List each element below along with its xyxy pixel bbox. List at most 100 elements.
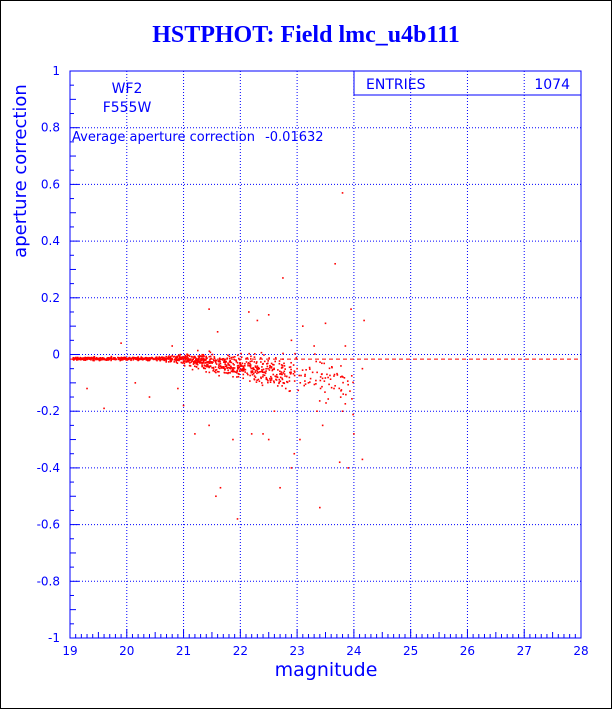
data-point xyxy=(277,369,279,371)
data-point xyxy=(271,369,274,372)
data-point xyxy=(177,387,179,390)
data-point xyxy=(170,355,172,358)
average-label-text: Average aperture correction xyxy=(72,130,255,145)
data-point xyxy=(240,364,243,366)
data-point xyxy=(280,364,283,366)
grid-lines xyxy=(70,71,581,638)
data-point xyxy=(213,357,216,360)
data-point xyxy=(92,357,95,360)
data-point xyxy=(279,380,282,383)
data-point xyxy=(316,371,318,374)
data-point xyxy=(271,368,274,371)
data-point xyxy=(123,356,126,359)
data-point xyxy=(194,433,196,435)
data-point xyxy=(218,370,220,373)
data-point xyxy=(178,359,180,362)
data-point xyxy=(235,359,237,361)
data-point xyxy=(344,345,347,347)
data-point xyxy=(136,358,139,361)
data-point xyxy=(208,350,211,353)
x-tick-label: 20 xyxy=(119,644,134,658)
data-point xyxy=(211,353,214,356)
data-point xyxy=(252,367,255,369)
data-point xyxy=(97,357,100,360)
data-point xyxy=(210,361,213,363)
data-point xyxy=(230,365,232,368)
data-point xyxy=(321,424,324,427)
data-point xyxy=(282,358,284,360)
data-point xyxy=(186,353,188,356)
x-tick-labels: 19 20 21 22 23 24 25 26 27 28 xyxy=(62,644,588,658)
data-point xyxy=(202,353,205,356)
data-point xyxy=(263,354,265,356)
data-point xyxy=(294,352,296,355)
data-point xyxy=(308,381,311,383)
data-point xyxy=(264,372,267,374)
data-point xyxy=(117,356,119,359)
data-point xyxy=(289,371,291,374)
y-tick-label: 0.6 xyxy=(41,177,60,191)
data-point xyxy=(324,391,326,393)
data-point xyxy=(75,358,77,360)
data-point xyxy=(224,363,227,366)
data-point xyxy=(273,367,275,370)
data-point xyxy=(202,362,205,364)
data-point xyxy=(314,353,316,355)
data-point xyxy=(191,368,194,371)
data-point xyxy=(305,369,307,371)
data-point xyxy=(340,365,342,367)
data-point xyxy=(250,433,253,435)
data-point xyxy=(185,360,188,362)
data-point xyxy=(197,367,200,370)
data-point xyxy=(80,357,83,360)
data-point xyxy=(278,362,281,365)
data-point xyxy=(281,378,284,381)
data-point xyxy=(205,357,208,360)
data-point xyxy=(254,376,257,379)
data-point xyxy=(240,369,243,372)
data-point xyxy=(267,360,269,362)
data-point xyxy=(228,360,231,363)
data-point xyxy=(219,486,222,489)
data-point xyxy=(72,357,74,359)
data-point xyxy=(105,359,108,361)
data-point xyxy=(229,372,231,374)
data-point xyxy=(254,365,257,367)
data-point xyxy=(344,403,347,405)
data-point xyxy=(200,361,203,364)
data-point xyxy=(227,362,229,364)
data-point xyxy=(192,361,195,364)
data-point xyxy=(242,370,244,372)
data-point xyxy=(284,387,287,390)
data-point xyxy=(340,389,343,391)
data-point xyxy=(298,374,301,377)
data-point xyxy=(188,358,190,360)
data-point xyxy=(361,367,364,370)
data-point xyxy=(250,371,253,374)
data-point xyxy=(238,370,241,372)
data-point xyxy=(186,354,189,357)
data-point xyxy=(242,366,245,368)
data-point xyxy=(175,361,178,364)
y-tick-label: 0.8 xyxy=(41,121,60,135)
data-point xyxy=(152,358,154,360)
data-point xyxy=(195,358,198,360)
data-point xyxy=(253,368,256,371)
data-point xyxy=(361,458,364,461)
data-point xyxy=(194,360,197,363)
data-point xyxy=(85,356,88,359)
data-point xyxy=(274,360,277,363)
data-point xyxy=(241,362,244,365)
data-point xyxy=(214,361,217,364)
data-point xyxy=(191,356,193,358)
data-point xyxy=(295,357,298,359)
data-point xyxy=(293,380,296,382)
data-point xyxy=(260,361,262,363)
data-point xyxy=(256,370,259,373)
data-point xyxy=(188,354,190,357)
data-point xyxy=(77,358,79,361)
data-point xyxy=(299,381,302,384)
data-point xyxy=(278,382,280,385)
data-point xyxy=(209,355,212,358)
filter-label: F555W xyxy=(103,100,152,116)
